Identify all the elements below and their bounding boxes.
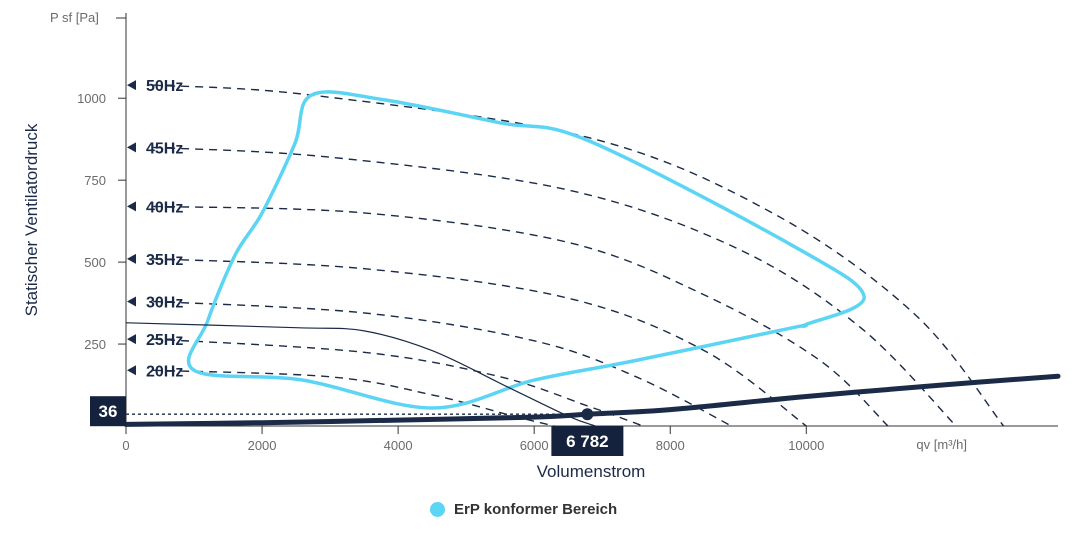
y-tick-label: 500 <box>84 255 106 270</box>
arrow-left-icon <box>127 365 136 376</box>
x-tick-label: 8000 <box>656 438 685 453</box>
frequency-curve-group <box>153 84 1005 427</box>
legend-item-erp[interactable]: ErP konformer Bereich <box>430 501 617 518</box>
operating-point-x-value: 6 782 <box>566 432 609 451</box>
operating-point-marker[interactable] <box>581 408 594 421</box>
frequency-curve-30hz <box>153 300 732 427</box>
y-axis-title: Statischer Ventilatordruck <box>22 123 41 316</box>
x-tick-label: 2000 <box>248 438 277 453</box>
frequency-label: 45Hz <box>146 140 183 157</box>
fan-curve <box>125 322 596 427</box>
x-axis-unit-label: qv [m³/h] <box>916 437 967 452</box>
arrow-left-icon <box>127 201 136 212</box>
frequency-curve-40hz <box>153 205 889 427</box>
arrow-left-icon <box>127 296 136 307</box>
frequency-label: 35Hz <box>146 252 183 269</box>
erp-area-group <box>186 90 866 410</box>
y-axis-unit-label: P sf [Pa] <box>50 10 99 25</box>
frequency-label: 50Hz <box>146 78 183 95</box>
legend-label: ErP konformer Bereich <box>454 501 618 518</box>
x-tick-label: 6000 <box>520 438 549 453</box>
y-tick-label: 250 <box>84 337 106 352</box>
arrow-left-icon <box>127 253 136 264</box>
arrow-left-icon <box>127 80 136 91</box>
frequency-label: 25Hz <box>146 332 183 349</box>
y-tick-label: 1000 <box>77 91 106 106</box>
x-tick-label: 0 <box>122 438 129 453</box>
frequency-curve-50hz <box>153 84 1005 427</box>
legend-marker-icon <box>430 502 445 517</box>
frequency-label: 30Hz <box>146 294 183 311</box>
frequency-curve-25hz <box>153 338 644 427</box>
frequency-curve-45hz <box>153 146 957 427</box>
operating-point-group: 36 6 782 <box>90 396 624 456</box>
x-tick-label: 10000 <box>788 438 824 453</box>
x-tick-label: 4000 <box>384 438 413 453</box>
erp-area-outline <box>186 90 866 410</box>
frequency-label: 40Hz <box>146 199 183 216</box>
x-axis-title: Volumenstrom <box>537 462 646 481</box>
frequency-curve-35hz <box>153 258 807 427</box>
y-tick-label: 750 <box>84 173 106 188</box>
y-tick-group: 250 500 750 1000 <box>77 91 126 352</box>
operating-point-x-badge <box>551 426 624 456</box>
operating-point-y-badge <box>90 396 126 427</box>
fan-curve-group <box>125 322 596 427</box>
x-tick-group: 0 2000 4000 6000 8000 10000 <box>122 426 824 453</box>
operating-point-y-value: 36 <box>99 402 118 421</box>
arrow-left-icon <box>127 142 136 153</box>
frequency-label: 20Hz <box>146 363 183 380</box>
arrow-left-icon <box>127 334 136 345</box>
frequency-label-group: 50Hz 45Hz 40Hz 35Hz 30Hz 25Hz 20Hz <box>127 78 183 380</box>
